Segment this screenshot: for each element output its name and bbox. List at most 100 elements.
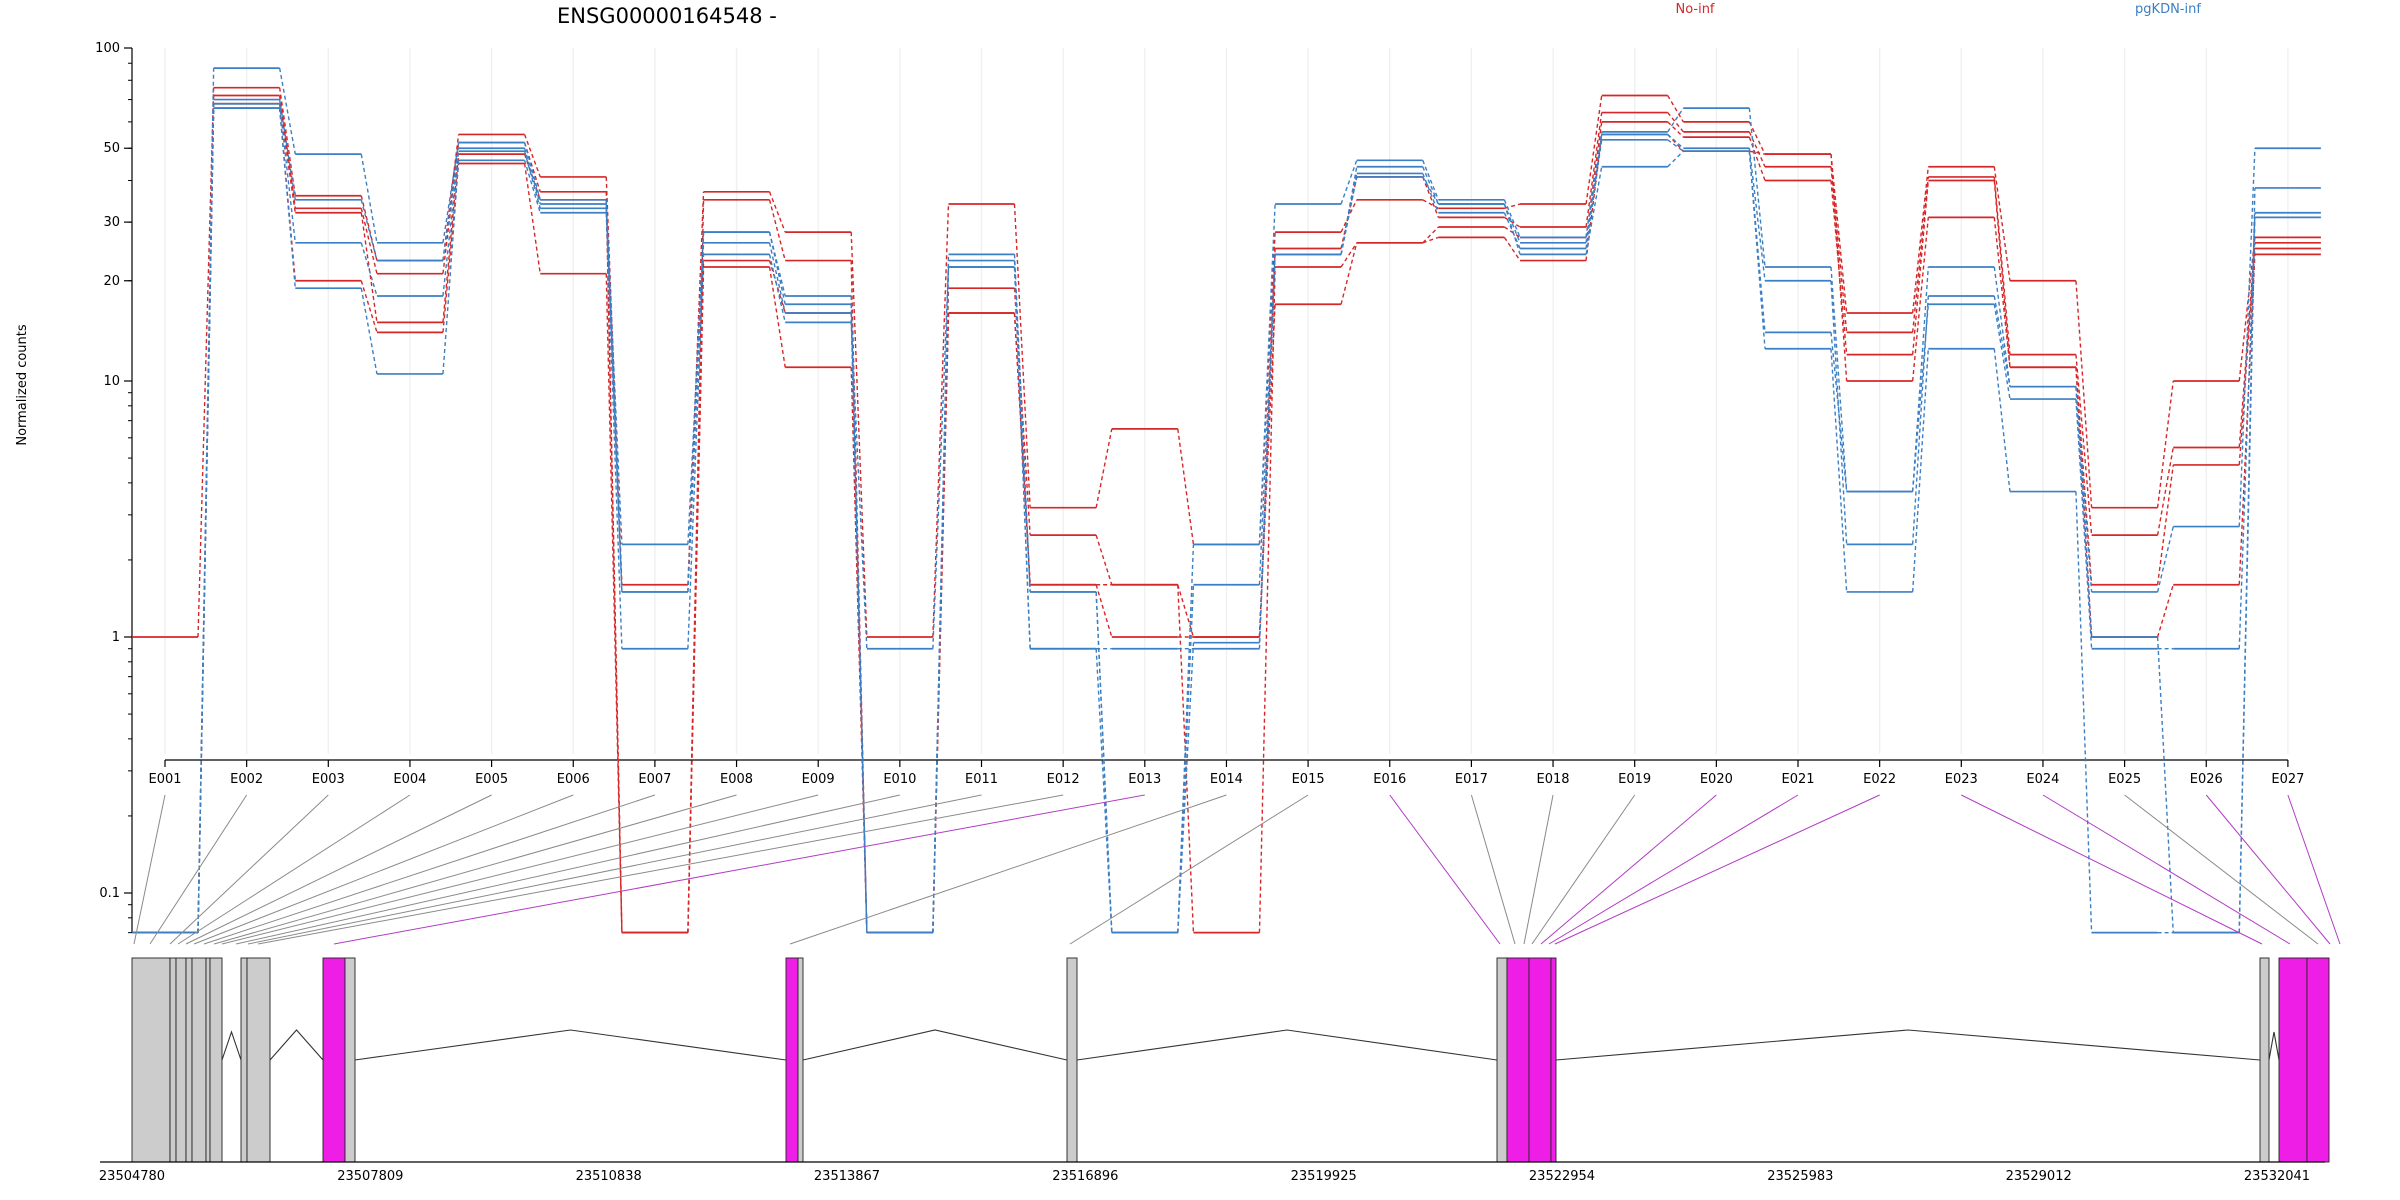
x-tick-label-e014: E014	[1210, 772, 1243, 787]
legend-label-no-inf: No-inf	[1675, 2, 1714, 17]
series-connector	[1830, 154, 1848, 314]
series-connector	[932, 203, 950, 638]
series-connector	[1340, 176, 1358, 255]
exon-block	[185, 957, 193, 1163]
series-connector	[523, 142, 541, 201]
x-tick-label-e027: E027	[2271, 772, 2304, 787]
series-connector	[278, 87, 296, 196]
series-connector	[442, 151, 460, 297]
x-tick-label-e022: E022	[1863, 772, 1896, 787]
connector-e003	[169, 794, 329, 945]
series-connector	[1504, 226, 1521, 238]
exon-block	[205, 957, 211, 1163]
y-tick-label: 30	[103, 215, 120, 230]
series-connector	[278, 103, 296, 243]
series-connector	[360, 212, 378, 323]
x-tick-label-e015: E015	[1292, 772, 1325, 787]
series-connector	[2238, 237, 2256, 382]
series-connector	[1993, 304, 2011, 400]
series-connector	[442, 148, 460, 261]
series-connector	[2156, 447, 2174, 536]
series-connector	[1993, 166, 2011, 281]
series-connector	[768, 242, 786, 314]
series-connector	[768, 191, 786, 233]
connector-e020	[1540, 794, 1717, 945]
genomic-coordinate-label: 23513867	[814, 1169, 880, 1184]
series-connector	[1503, 203, 1521, 244]
series-connector	[768, 231, 786, 305]
series-connector	[1340, 160, 1358, 205]
genomic-coordinate-label: 23510838	[576, 1169, 642, 1184]
exon-block	[131, 957, 171, 1163]
connector-e027	[2287, 794, 2341, 945]
genomic-coordinate-label: 23519925	[1291, 1169, 1357, 1184]
series-connector	[1095, 534, 1113, 585]
series-connector	[1258, 254, 1276, 649]
exon-block	[2259, 957, 2270, 1163]
y-tick-label: 20	[103, 274, 120, 289]
series-connector	[605, 203, 623, 592]
series-connector	[1585, 112, 1603, 228]
series-connector	[932, 266, 950, 649]
series-pgkdn-inf-7	[132, 107, 2321, 934]
x-tick-label-e002: E002	[230, 772, 263, 787]
series-connector	[605, 273, 623, 933]
y-tick-label: 1	[112, 630, 120, 645]
x-tick-label-e009: E009	[802, 772, 835, 787]
series-connector	[2075, 354, 2093, 536]
genomic-coordinate-label: 23507809	[337, 1169, 403, 1184]
connector-e026	[2205, 794, 2331, 945]
series-connector	[1830, 280, 1848, 545]
connector-e015	[1069, 794, 1309, 945]
series-connector	[1993, 295, 2011, 387]
x-tick-label-e003: E003	[312, 772, 345, 787]
series-connector	[1013, 288, 1031, 536]
series-connector	[2075, 399, 2093, 649]
highlighted-exon-block	[2278, 957, 2308, 1163]
connector-e013	[333, 794, 1145, 945]
series-connector	[1340, 242, 1358, 305]
connector-e005	[185, 794, 492, 945]
series-connector	[2075, 280, 2093, 508]
series-connector	[442, 160, 460, 374]
series-connector	[768, 254, 786, 323]
series-connector	[2238, 148, 2256, 527]
genomic-coordinate-label: 23532041	[2244, 1169, 2310, 1184]
x-tick-label-e012: E012	[1047, 772, 1080, 787]
series-connector	[197, 108, 215, 933]
series-connector	[1667, 121, 1684, 138]
series-connector	[687, 266, 705, 933]
series-connector	[1749, 150, 1766, 155]
connector-e004	[177, 794, 411, 945]
series-connector	[1993, 348, 2011, 492]
series-connector	[1422, 176, 1440, 205]
series-connector	[360, 208, 378, 274]
series-connector	[1830, 332, 1848, 492]
series-connector	[768, 199, 786, 261]
series-connector	[2156, 380, 2174, 508]
series-connector	[687, 254, 705, 649]
x-tick-label-e006: E006	[557, 772, 590, 787]
legend-label-pgkdn-inf: pgKDN-inf	[2135, 2, 2201, 17]
exon-block	[209, 957, 223, 1163]
series-connector	[442, 142, 460, 243]
connector-e025	[2124, 794, 2319, 945]
series-connector	[1177, 642, 1195, 933]
series-connector	[523, 160, 541, 213]
connector-e002	[149, 794, 248, 945]
series-connector	[1585, 95, 1603, 205]
series-connector	[197, 95, 215, 933]
series-connector	[360, 280, 378, 333]
series-connector	[1504, 203, 1521, 210]
series-connector	[1095, 584, 1113, 638]
series-connector	[2075, 386, 2093, 592]
series-connector	[850, 322, 868, 649]
y-axis-label: Normalized counts	[15, 324, 30, 446]
highlighted-exon-block	[1528, 957, 1552, 1163]
exon-block	[175, 957, 187, 1163]
y-tick-label: 0.1	[99, 886, 120, 901]
series-connector	[605, 199, 623, 545]
exon-block	[169, 957, 177, 1163]
series-connector	[1748, 108, 1766, 268]
